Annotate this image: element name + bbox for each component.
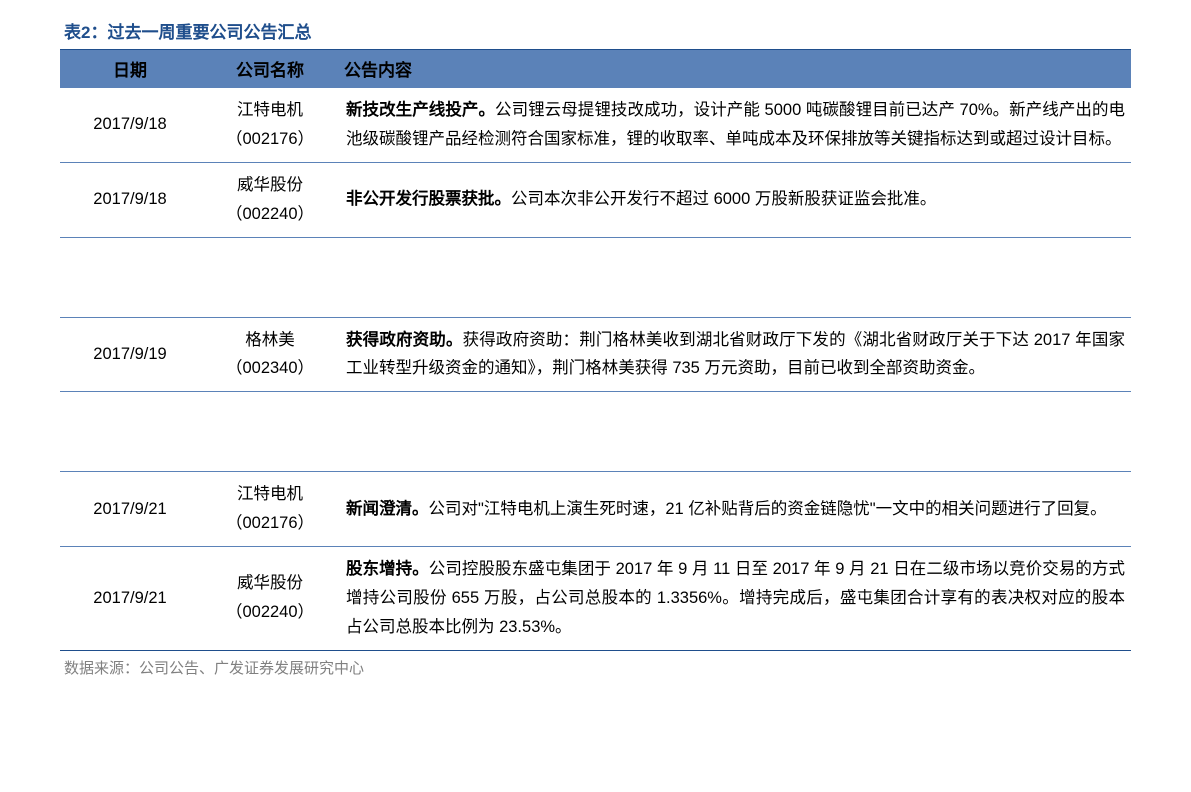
content-bold: 新技改生产线投产。 [346, 101, 495, 119]
gap-cell [60, 392, 1131, 472]
cell-company: 江特电机（002176） [200, 472, 340, 547]
announcements-table: 日期 公司名称 公告内容 2017/9/18 江特电机（002176） 新技改生… [60, 49, 1131, 651]
table-row: 2017/9/21 威华股份（002240） 股东增持。公司控股股东盛屯集团于 … [60, 547, 1131, 651]
content-body: 公司控股股东盛屯集团于 2017 年 9 月 11 日至 2017 年 9 月 … [346, 560, 1125, 636]
cell-content: 股东增持。公司控股股东盛屯集团于 2017 年 9 月 11 日至 2017 年… [340, 547, 1131, 651]
cell-date: 2017/9/21 [60, 472, 200, 547]
table-row: 2017/9/21 江特电机（002176） 新闻澄清。公司对"江特电机上演生死… [60, 472, 1131, 547]
content-body: 公司本次非公开发行不超过 6000 万股新股获证监会批准。 [511, 190, 936, 208]
content-bold: 非公开发行股票获批。 [346, 190, 511, 208]
gap-row [60, 392, 1131, 472]
cell-content: 获得政府资助。获得政府资助：荆门格林美收到湖北省财政厅下发的《湖北省财政厅关于下… [340, 317, 1131, 392]
cell-content: 非公开发行股票获批。公司本次非公开发行不超过 6000 万股新股获证监会批准。 [340, 162, 1131, 237]
content-bold: 股东增持。 [346, 560, 429, 578]
cell-date: 2017/9/18 [60, 88, 200, 163]
header-company: 公司名称 [200, 50, 340, 88]
cell-content: 新技改生产线投产。公司锂云母提锂技改成功，设计产能 5000 吨碳酸锂目前已达产… [340, 88, 1131, 163]
table-row: 2017/9/18 江特电机（002176） 新技改生产线投产。公司锂云母提锂技… [60, 88, 1131, 163]
cell-date: 2017/9/19 [60, 317, 200, 392]
content-bold: 获得政府资助。 [346, 331, 463, 349]
cell-company: 威华股份（002240） [200, 162, 340, 237]
content-body: 公司对"江特电机上演生死时速，21 亿补贴背后的资金链隐忧"一文中的相关问题进行… [429, 500, 1107, 518]
table-row: 2017/9/18 威华股份（002240） 非公开发行股票获批。公司本次非公开… [60, 162, 1131, 237]
table-row: 2017/9/19 格林美（002340） 获得政府资助。获得政府资助：荆门格林… [60, 317, 1131, 392]
gap-row [60, 237, 1131, 317]
cell-company: 江特电机（002176） [200, 88, 340, 163]
table-header-row: 日期 公司名称 公告内容 [60, 50, 1131, 88]
content-bold: 新闻澄清。 [346, 500, 429, 518]
header-date: 日期 [60, 50, 200, 88]
cell-company: 格林美（002340） [200, 317, 340, 392]
cell-date: 2017/9/18 [60, 162, 200, 237]
gap-cell [60, 237, 1131, 317]
source-note: 数据来源：公司公告、广发证券发展研究中心 [60, 657, 1131, 678]
cell-content: 新闻澄清。公司对"江特电机上演生死时速，21 亿补贴背后的资金链隐忧"一文中的相… [340, 472, 1131, 547]
cell-company: 威华股份（002240） [200, 547, 340, 651]
table-title: 表2：过去一周重要公司公告汇总 [60, 18, 1131, 43]
content-body: 获得政府资助：荆门格林美收到湖北省财政厅下发的《湖北省财政厅关于下达 2017 … [346, 331, 1125, 378]
cell-date: 2017/9/21 [60, 547, 200, 651]
header-content: 公告内容 [340, 50, 1131, 88]
